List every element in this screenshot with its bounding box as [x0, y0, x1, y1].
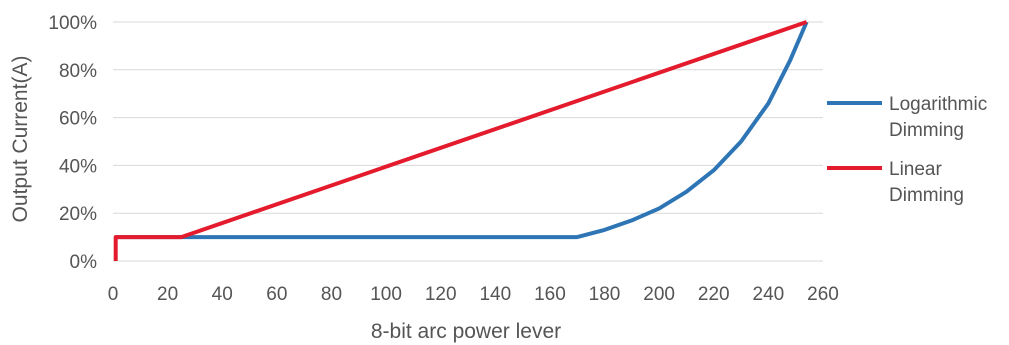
x-tick-label: 20 [157, 284, 178, 305]
x-tick-label: 140 [479, 284, 511, 305]
legend: Logarithmic Dimming Linear Dimming [827, 94, 987, 206]
y-tick-label: 0% [70, 252, 98, 273]
gridlines [113, 21, 823, 262]
legend-label: Dimming [889, 120, 964, 141]
x-tick-label: 80 [321, 284, 342, 305]
legend-label: Dimming [889, 185, 964, 206]
series-line-linear [113, 20, 808, 261]
x-tick-label: 260 [807, 284, 839, 305]
y-tick-label: 20% [59, 204, 97, 225]
x-tick-label: 240 [753, 284, 785, 305]
series-line-logarithmic [115, 21, 809, 240]
x-tick-label: 160 [534, 284, 566, 305]
x-tick-label: 120 [425, 284, 457, 305]
series-lines [113, 20, 809, 261]
y-tick-labels: 0% 20% 40% 60% 80% 100% [48, 13, 97, 273]
y-tick-label: 40% [59, 156, 97, 177]
x-tick-label: 0 [108, 284, 119, 305]
y-axis-title: Output Current(A) [9, 56, 32, 223]
x-tick-label: 220 [698, 284, 730, 305]
x-tick-label: 200 [643, 284, 675, 305]
y-tick-label: 60% [59, 109, 97, 130]
x-tick-label: 60 [266, 284, 287, 305]
x-axis-title: 8-bit arc power lever [371, 320, 561, 343]
x-tick-label: 40 [212, 284, 233, 305]
x-tick-label: 180 [589, 284, 621, 305]
y-tick-label: 100% [48, 13, 97, 34]
x-tick-labels: 0 20 40 60 80 100 120 140 160 180 200 220 240 260 [108, 284, 839, 305]
y-tick-label: 80% [59, 61, 97, 82]
legend-label: Linear [889, 159, 942, 180]
legend-label: Logarithmic [889, 94, 987, 115]
x-tick-label: 100 [370, 284, 402, 305]
